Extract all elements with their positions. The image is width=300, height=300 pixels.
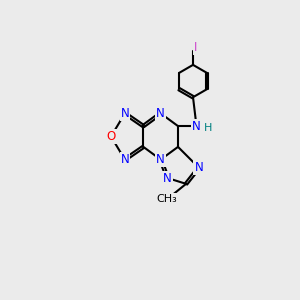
Text: N: N <box>194 161 203 174</box>
Text: N: N <box>121 107 129 120</box>
Text: O: O <box>106 130 116 143</box>
Text: I: I <box>194 40 197 54</box>
Text: N: N <box>163 172 172 184</box>
Text: N: N <box>156 107 165 120</box>
Text: N: N <box>156 153 165 166</box>
Text: CH₃: CH₃ <box>156 194 177 204</box>
Text: N: N <box>192 120 201 133</box>
Text: H: H <box>204 123 212 134</box>
Text: N: N <box>121 153 129 166</box>
